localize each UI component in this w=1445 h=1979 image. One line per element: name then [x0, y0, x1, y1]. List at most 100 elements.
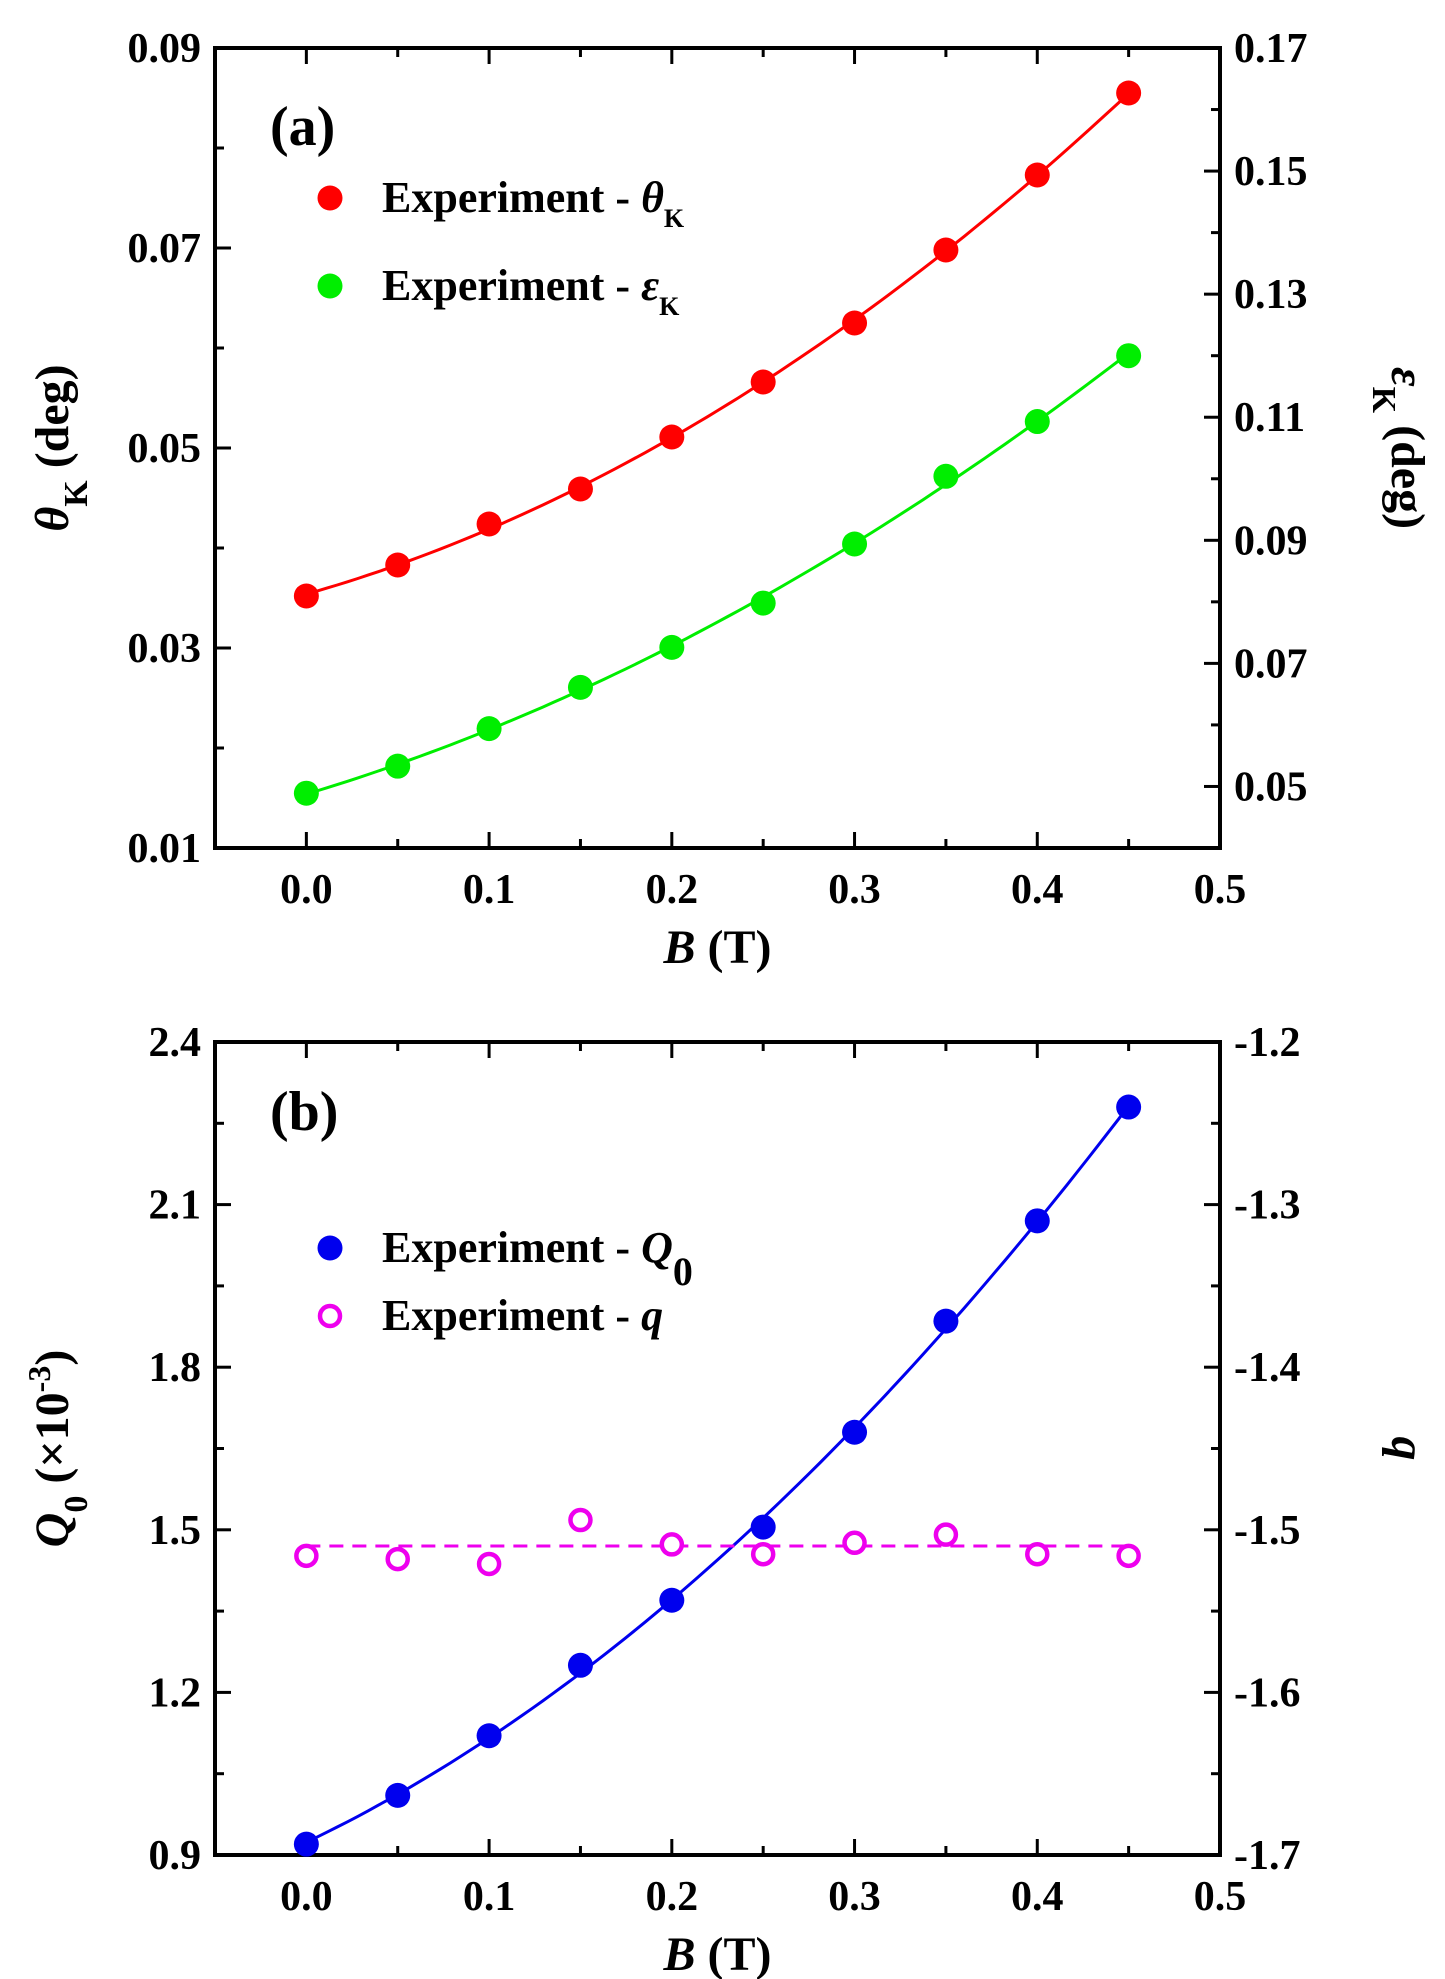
data-point — [476, 716, 502, 742]
data-point — [1024, 1208, 1050, 1234]
y-right-tick-label: -1.4 — [1234, 1345, 1301, 1391]
data-point — [294, 1543, 319, 1569]
data-point — [659, 634, 685, 660]
y-left-tick-label: 0.9 — [149, 1833, 202, 1879]
data-point — [476, 1723, 502, 1749]
series-1: Experiment - θK — [293, 80, 1142, 609]
y-left-tick-label: 1.5 — [149, 1508, 202, 1554]
legend-marker — [317, 185, 343, 211]
y-right-tick-label: 0.07 — [1234, 641, 1308, 687]
data-point — [568, 1507, 593, 1533]
y-left-axis-title: Q0 (×10-3) — [21, 1350, 95, 1548]
data-point — [1025, 1541, 1050, 1567]
data-point — [1024, 409, 1050, 435]
y-left-tick-label: 0.07 — [128, 226, 202, 272]
data-point — [385, 753, 411, 779]
data-point — [750, 369, 776, 395]
y-right-axis-title: q — [1381, 1437, 1434, 1461]
x-tick-label: 0.3 — [828, 867, 881, 913]
data-point — [567, 476, 593, 502]
data-point — [293, 1831, 319, 1857]
y-left-tick-label: 1.8 — [149, 1345, 202, 1391]
x-tick-label: 0.1 — [463, 867, 516, 913]
plot-frame — [213, 46, 1222, 850]
data-point — [476, 1551, 502, 1577]
data-point — [842, 1419, 868, 1445]
data-point — [385, 552, 411, 578]
legend-label: Experiment - εK — [382, 261, 680, 321]
y-right-tick-label: -1.3 — [1234, 1183, 1301, 1229]
y-left-tick-label: 0.03 — [128, 626, 202, 672]
x-tick-label: 0.4 — [1011, 867, 1064, 913]
x-tick-label: 0.2 — [646, 867, 699, 913]
series-1: Experiment - Q0 — [293, 1094, 1142, 1857]
x-tick-label: 0.1 — [463, 1874, 516, 1920]
x-tick-label: 0.2 — [646, 1874, 699, 1920]
x-tick-label: 0.5 — [1194, 867, 1247, 913]
y-right-tick-label: -1.6 — [1234, 1670, 1301, 1716]
panel-label: (b) — [270, 1081, 338, 1143]
data-point — [293, 780, 319, 806]
data-point — [293, 583, 319, 609]
data-point — [1116, 343, 1142, 369]
legend-label: Experiment - Q0 — [382, 1223, 693, 1294]
y-left-axis-title: θK (deg) — [26, 364, 95, 531]
data-point — [750, 1514, 776, 1540]
data-point — [1116, 1543, 1141, 1569]
x-tick-label: 0.0 — [280, 1874, 333, 1920]
y-left-tick-label: 2.4 — [149, 1020, 202, 1066]
y-right-tick-label: 0.13 — [1234, 272, 1308, 318]
data-point — [933, 1522, 959, 1547]
x-axis-title: B (T) — [663, 921, 772, 974]
data-point — [933, 463, 959, 489]
data-point — [1116, 1094, 1142, 1120]
legend-marker — [317, 1303, 343, 1329]
data-point — [1024, 162, 1050, 188]
fit-line — [305, 1104, 1130, 1844]
data-point — [750, 1541, 776, 1567]
y-right-tick-label: 0.11 — [1234, 395, 1305, 441]
y-right-tick-label: 0.05 — [1234, 764, 1308, 810]
legend-marker — [317, 273, 343, 299]
data-point — [659, 1532, 685, 1557]
panel-a: 0.0 0.1 0.2 0.3 0.4 0.5 0.01 0.03 0.05 0.07 0.09 0.… — [26, 26, 1434, 974]
y-left-tick-label: 2.1 — [149, 1183, 202, 1229]
data-point — [933, 237, 959, 263]
x-axis-title: B (T) — [663, 1928, 772, 1979]
data-point — [659, 1587, 685, 1613]
data-point — [1116, 80, 1142, 106]
data-point — [842, 310, 868, 336]
series-2: Experiment - q — [294, 1291, 1141, 1577]
data-point — [933, 1308, 959, 1334]
legend-label: Experiment - q — [382, 1291, 663, 1340]
panel-b: 0.0 0.1 0.2 0.3 0.4 0.5 0.9 1.2 1.5 1.8 2.1 2.4 -1.7… — [21, 1020, 1434, 1979]
plot-frame — [213, 1040, 1222, 1857]
legend-label: Experiment - θK — [382, 173, 685, 233]
y-left-tick-label: 0.01 — [128, 826, 202, 872]
fit-line — [305, 92, 1130, 596]
x-tick-label: 0.3 — [828, 1874, 881, 1920]
legend-marker — [317, 1235, 343, 1261]
data-point — [842, 1530, 867, 1556]
data-point — [476, 511, 502, 537]
y-right-tick-label: -1.5 — [1234, 1508, 1301, 1554]
data-point — [385, 1782, 411, 1808]
x-tick-label: 0.4 — [1011, 1874, 1064, 1920]
y-right-tick-label: 0.15 — [1234, 149, 1308, 195]
y-left-tick-label: 1.2 — [149, 1670, 202, 1716]
fit-line — [305, 351, 1130, 796]
data-point — [659, 424, 685, 450]
x-tick-label: 0.0 — [280, 867, 333, 913]
data-point — [842, 531, 868, 557]
data-point — [567, 674, 593, 700]
data-point — [385, 1546, 410, 1572]
y-right-tick-label: -1.2 — [1234, 1020, 1301, 1066]
y-right-tick-label: 0.17 — [1234, 26, 1308, 72]
y-right-tick-label: -1.7 — [1234, 1833, 1301, 1879]
y-left-tick-label: 0.05 — [128, 426, 202, 472]
y-left-tick-label: 0.09 — [128, 26, 202, 72]
series-2: Experiment - εK — [293, 261, 1142, 806]
x-tick-label: 0.5 — [1194, 1874, 1247, 1920]
data-point — [750, 590, 776, 616]
